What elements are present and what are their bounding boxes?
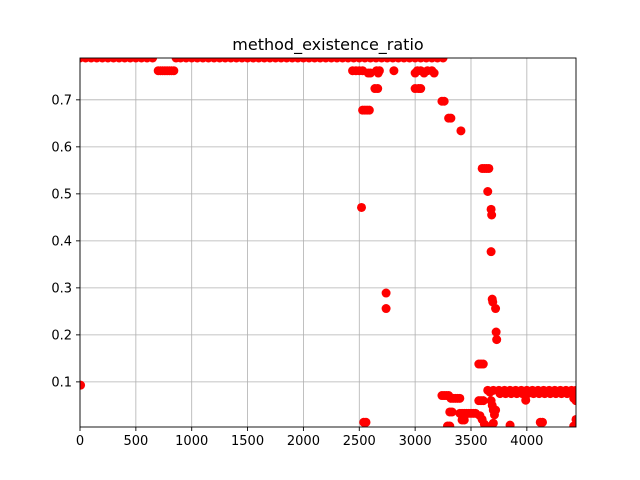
data-point: [374, 66, 384, 76]
data-point: [459, 415, 469, 425]
data-point: [571, 396, 576, 406]
data-point: [478, 396, 488, 406]
x-tick-label: 2500: [343, 434, 376, 449]
data-point: [505, 420, 515, 427]
data-point: [537, 417, 547, 427]
axis-ticks: 0 500 1000 1500 2000 2500 3000 3500 4000 0.1 0.2 0.…: [51, 93, 543, 449]
data-point: [491, 405, 501, 415]
data-point: [521, 395, 531, 405]
x-tick-label: 500: [123, 434, 148, 449]
x-tick-label: 3500: [454, 434, 487, 449]
y-tick-label: 0.6: [51, 140, 72, 155]
data-point: [492, 335, 502, 345]
chart-title: method_existence_ratio: [232, 35, 423, 55]
data-point: [484, 163, 494, 173]
x-tick-label: 0: [76, 434, 84, 449]
data-point: [438, 58, 448, 63]
x-tick-label: 3000: [399, 434, 432, 449]
x-tick-label: 4000: [510, 434, 543, 449]
data-point: [487, 210, 497, 220]
x-tick-label: 1500: [231, 434, 264, 449]
y-tick-label: 0.1: [51, 375, 72, 390]
data-point: [491, 304, 501, 314]
data-point: [429, 68, 439, 78]
y-tick-label: 0.4: [51, 234, 72, 249]
data-point: [389, 66, 399, 76]
data-point: [373, 84, 383, 94]
data-point: [491, 327, 501, 337]
x-tick-label: 2000: [287, 434, 320, 449]
data-point: [148, 58, 158, 63]
data-point: [416, 84, 426, 94]
grid-lines: [79, 58, 576, 427]
data-point: [478, 359, 488, 369]
plot-frame: [79, 57, 577, 428]
y-tick-label: 0.2: [51, 328, 72, 343]
data-point: [357, 202, 367, 212]
data-point: [571, 414, 576, 424]
data-point: [381, 304, 391, 314]
data-point: [364, 105, 374, 115]
y-tick-label: 0.3: [51, 281, 72, 296]
y-tick-label: 0.7: [51, 93, 72, 108]
data-point: [381, 288, 391, 298]
data-point: [361, 417, 371, 427]
data-point: [445, 421, 455, 427]
data-point: [80, 380, 86, 390]
data-points: [80, 58, 576, 427]
data-point: [456, 126, 466, 136]
data-point: [486, 247, 496, 257]
data-point: [439, 96, 449, 106]
data-point: [488, 418, 498, 427]
y-tick-label: 0.5: [51, 187, 72, 202]
data-point: [483, 186, 493, 196]
data-point: [447, 407, 457, 417]
data-point: [169, 66, 179, 76]
x-tick-label: 1000: [175, 434, 208, 449]
data-point: [446, 113, 456, 123]
data-point: [455, 393, 465, 403]
